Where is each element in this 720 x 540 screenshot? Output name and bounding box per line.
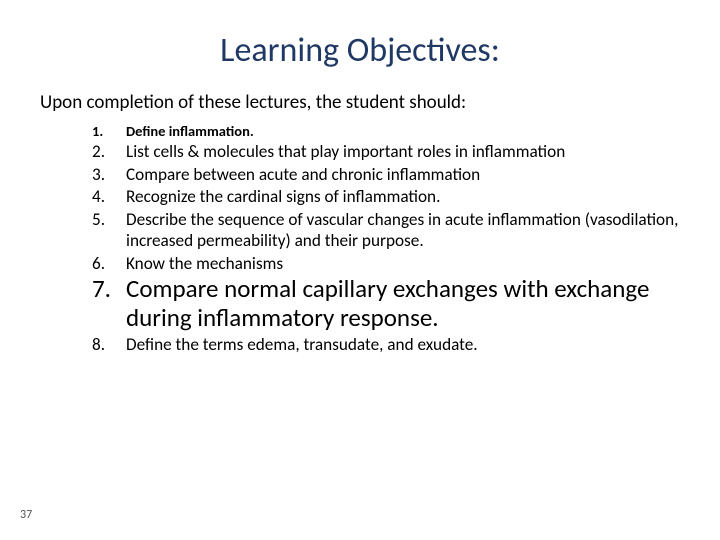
item-number: 7. [92, 275, 126, 304]
objective-item: 1.Define inflammation. [92, 122, 680, 140]
objective-item: 3.Compare between acute and chronic infl… [92, 164, 680, 186]
objective-item: 7.Compare normal capillary exchanges wit… [92, 275, 680, 333]
item-text: Recognize the cardinal signs of inflamma… [126, 186, 680, 208]
item-number: 4. [92, 186, 126, 208]
item-text: Know the mechanisms [126, 253, 680, 275]
item-number: 3. [92, 164, 126, 186]
item-number: 6. [92, 253, 126, 275]
item-text: List cells & molecules that play importa… [126, 141, 680, 163]
item-number: 1. [92, 122, 126, 140]
objectives-list: 1.Define inflammation.2.List cells & mol… [40, 122, 680, 355]
item-number: 8. [92, 334, 126, 356]
item-text: Define the terms edema, transudate, and … [126, 334, 680, 356]
objective-item: 5.Describe the sequence of vascular chan… [92, 209, 680, 252]
slide-title: Learning Objectives: [40, 30, 680, 71]
item-text: Compare normal capillary exchanges with … [126, 275, 680, 333]
objective-item: 8.Define the terms edema, transudate, an… [92, 334, 680, 356]
item-text: Define inflammation. [126, 122, 680, 140]
objective-item: 4.Recognize the cardinal signs of inflam… [92, 186, 680, 208]
item-number: 5. [92, 209, 126, 231]
objective-item: 6. Know the mechanisms [92, 253, 680, 275]
page-number: 37 [20, 508, 32, 522]
item-text: Compare between acute and chronic inflam… [126, 164, 680, 186]
item-text: Describe the sequence of vascular change… [126, 209, 680, 252]
item-number: 2. [92, 141, 126, 163]
intro-text: Upon completion of these lectures, the s… [40, 91, 680, 114]
slide: Learning Objectives: Upon completion of … [0, 0, 720, 540]
objective-item: 2.List cells & molecules that play impor… [92, 141, 680, 163]
